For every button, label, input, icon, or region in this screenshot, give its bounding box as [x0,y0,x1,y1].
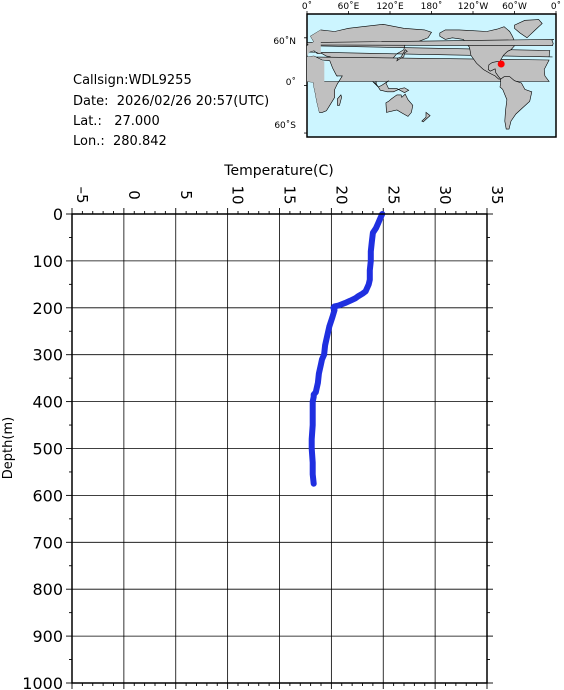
x-axis-label: Temperature(C) [223,163,333,179]
x-tick-label: 35 [488,185,506,204]
station-location-marker [497,60,505,68]
x-tick-label: 10 [229,185,247,204]
x-tick-label: 0 [125,190,143,200]
y-tick-label: 500 [32,440,63,459]
world-map-inset: 0˚ 60˚E 120˚E 180˚ 120˚W 60˚W 0˚ 60˚N 0˚… [273,1,561,138]
map-lon-label-0: 0˚ [302,1,312,12]
y-tick-label: 100 [32,252,63,271]
y-tick-label: 1000 [22,674,63,690]
land-north-america [439,26,517,80]
land-australia [385,93,414,117]
temperature-profile-chart: –5 0 5 10 15 20 25 30 35 0 100 200 300 400 500 600 700 8… [1,163,506,690]
land-new-zealand [421,111,431,123]
plot-frame [71,213,488,684]
callsign-value: WDL9255 [128,73,192,88]
land-greenland [514,19,543,39]
y-tick-label: 0 [53,205,63,224]
x-tick-labels: –5 0 5 10 15 20 25 30 35 [73,185,506,204]
map-lat-label-60n: 60˚N [273,36,296,47]
y-tick-label: 800 [32,580,63,599]
date-label: Date: [73,94,109,109]
map-lon-label-180: 180˚ [421,1,443,12]
y-tick-label: 600 [32,486,63,505]
map-lon-label-360: 0˚ [551,1,561,12]
grid [72,214,487,683]
map-lon-label-120w: 120˚W [458,1,489,12]
x-tick-label: 30 [436,185,454,204]
land-japan [396,49,408,62]
y-tick-label: 700 [32,533,63,552]
land-britain [306,39,555,47]
map-lat-label-60s: 60˚S [274,120,296,131]
x-tick-label: 20 [332,185,350,204]
lon-label: Lon.: [73,134,105,149]
map-land [305,19,556,138]
lat-row: Lat.: 27.000 [73,114,160,129]
lon-row: Lon.: 280.842 [73,134,167,149]
map-lat-label-0: 0˚ [286,77,296,88]
callsign-label: Callsign: [73,73,129,88]
map-ticks [304,11,557,134]
land-indonesia [372,80,410,93]
map-lon-label-60w: 60˚W [502,1,527,12]
x-tick-label: 15 [281,185,299,204]
y-axis-label: Depth(m) [1,417,16,479]
y-tick-label: 900 [32,627,63,646]
x-tick-label: –5 [73,186,91,203]
y-tick-label: 200 [32,299,63,318]
y-tick-label: 300 [32,346,63,365]
x-tick-label: 5 [177,190,195,200]
land-west-africa-wrap [307,56,325,113]
y-tick-labels: 0 100 200 300 400 500 600 700 800 900 1000 [22,205,63,690]
callsign-row: Callsign:WDL9255 [73,73,192,88]
temperature-profile-line [308,211,386,487]
date-value: 2026/02/26 20:57(UTC) [116,94,270,109]
lat-value: 27.000 [114,114,160,129]
land-south-america [499,76,533,130]
land-west-europe-wrap [307,29,321,57]
map-lon-label-60e: 60˚E [338,1,360,12]
lon-value: 280.842 [113,134,167,149]
date-row: Date: 2026/02/26 20:57(UTC) [73,94,269,109]
land-madagascar [337,94,342,106]
y-tick-label: 400 [32,393,63,412]
x-tick-label: 25 [384,185,402,204]
map-lon-label-120e: 120˚E [376,1,404,12]
lat-label: Lat.: [73,114,102,129]
